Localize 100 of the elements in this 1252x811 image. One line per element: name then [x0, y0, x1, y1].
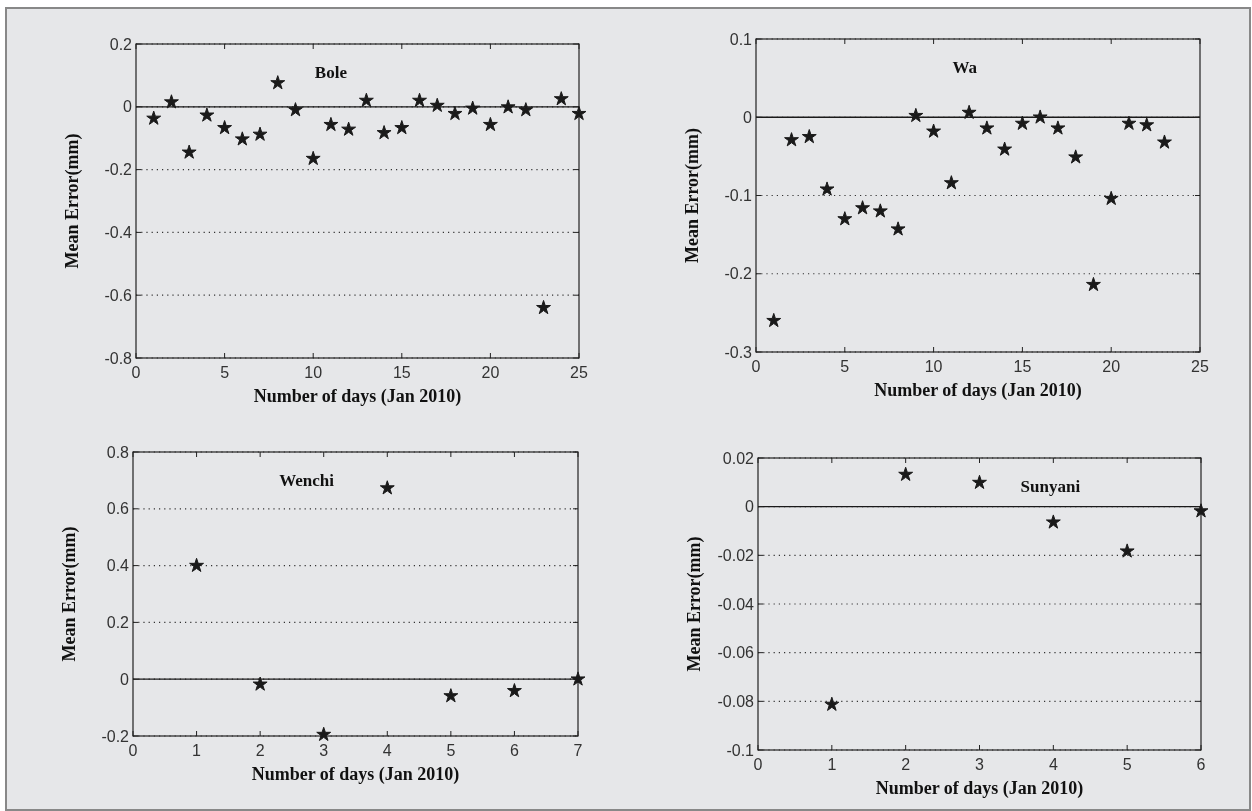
point	[571, 105, 587, 121]
point	[316, 726, 332, 741]
y-tick-label: -0.3	[724, 343, 753, 361]
y-tick-label: -0.08	[717, 692, 755, 710]
point	[181, 144, 197, 159]
y-tick-label: 0.8	[106, 443, 130, 461]
point	[972, 474, 987, 489]
x-tick-label: 1	[192, 742, 202, 759]
text: Sunyani	[1020, 477, 1081, 496]
point	[1121, 115, 1137, 130]
point	[199, 107, 215, 122]
point	[465, 100, 481, 115]
point	[500, 99, 516, 114]
point	[1103, 190, 1119, 206]
point	[288, 102, 303, 117]
point	[979, 120, 995, 135]
point	[1085, 276, 1101, 292]
x-tick-label: 4	[1048, 756, 1058, 773]
point	[536, 299, 552, 315]
y-tick-label: 0.2	[109, 35, 133, 53]
x-tick-label: 6	[1196, 756, 1206, 773]
point	[1068, 149, 1084, 164]
point	[412, 92, 427, 107]
point	[1119, 543, 1135, 558]
point	[234, 131, 250, 146]
x-tick-label: 2	[901, 756, 911, 773]
x-tick-label: 5	[446, 742, 456, 759]
y-tick-label: -0.6	[104, 286, 133, 304]
x-tick-label: 10	[304, 364, 323, 381]
point	[1157, 134, 1172, 149]
x-tick-label: 25	[570, 364, 588, 381]
x-tick-label: 4	[382, 742, 392, 759]
x-tick-label: 1	[827, 756, 837, 773]
point	[943, 175, 959, 190]
y-tick-label: -0.06	[717, 644, 755, 662]
point	[305, 150, 321, 166]
y-tick-label: 0.02	[722, 449, 755, 467]
text: Wenchi	[279, 471, 335, 490]
point	[890, 221, 906, 236]
text: Bole	[314, 63, 348, 82]
y-tick-label: -0.8	[104, 349, 133, 367]
point	[855, 200, 871, 215]
y-tick-label: -0.04	[717, 595, 755, 613]
point	[872, 203, 888, 218]
y-tick-label: 0	[743, 108, 753, 126]
x-tick-label: 5	[220, 364, 230, 381]
y-tick-label: -0.1	[724, 187, 753, 205]
point	[429, 97, 445, 112]
point	[961, 104, 977, 119]
point	[784, 132, 799, 147]
point	[1014, 115, 1030, 130]
text: Wa	[952, 58, 978, 77]
point	[1032, 109, 1048, 124]
x-tick-label: 20	[481, 364, 500, 381]
x-tick-label: 20	[1102, 358, 1121, 375]
point	[553, 91, 569, 106]
x-tick-label: 3	[975, 756, 985, 773]
point	[908, 107, 924, 123]
y-tick-label: 0	[745, 498, 755, 516]
y-axis-title: Mean Error(mm)	[684, 536, 705, 672]
point	[482, 116, 498, 132]
x-axis-title: Number of days (Jan 2010)	[874, 380, 1082, 401]
x-axis-title: Number of days (Jan 2010)	[875, 778, 1084, 799]
point	[189, 557, 205, 573]
point	[1050, 120, 1066, 135]
point	[506, 683, 522, 698]
point	[766, 312, 782, 328]
point	[270, 75, 286, 90]
y-tick-label: -0.2	[104, 161, 133, 179]
x-tick-label: 3	[319, 742, 329, 759]
point	[379, 480, 395, 495]
point	[1045, 514, 1061, 529]
point	[341, 121, 357, 136]
point	[394, 120, 410, 135]
x-tick-label: 10	[924, 358, 943, 375]
point	[323, 116, 339, 132]
x-tick-label: 15	[392, 364, 411, 381]
point	[1139, 117, 1155, 132]
point	[252, 676, 268, 691]
x-tick-label: 6	[509, 742, 519, 759]
point	[801, 129, 817, 144]
y-axis-title: Mean Error(mm)	[682, 127, 703, 264]
point	[819, 181, 835, 196]
point	[443, 688, 459, 703]
y-tick-label: 0.4	[106, 557, 130, 575]
x-axis-title: Number of days (Jan 2010)	[253, 386, 462, 407]
x-tick-label: 5	[840, 358, 850, 375]
y-tick-label: -0.2	[101, 727, 130, 745]
point	[163, 94, 179, 109]
point	[926, 123, 942, 138]
y-tick-label: 0.6	[106, 500, 130, 518]
x-tick-label: 5	[1122, 756, 1132, 773]
point	[570, 671, 586, 686]
x-tick-label: 7	[573, 742, 583, 759]
point	[376, 125, 392, 140]
y-axis-title: Mean Error(mm)	[59, 526, 80, 662]
point	[997, 141, 1013, 156]
point	[252, 126, 268, 141]
y-tick-label: 0	[120, 670, 130, 688]
point	[217, 120, 233, 135]
